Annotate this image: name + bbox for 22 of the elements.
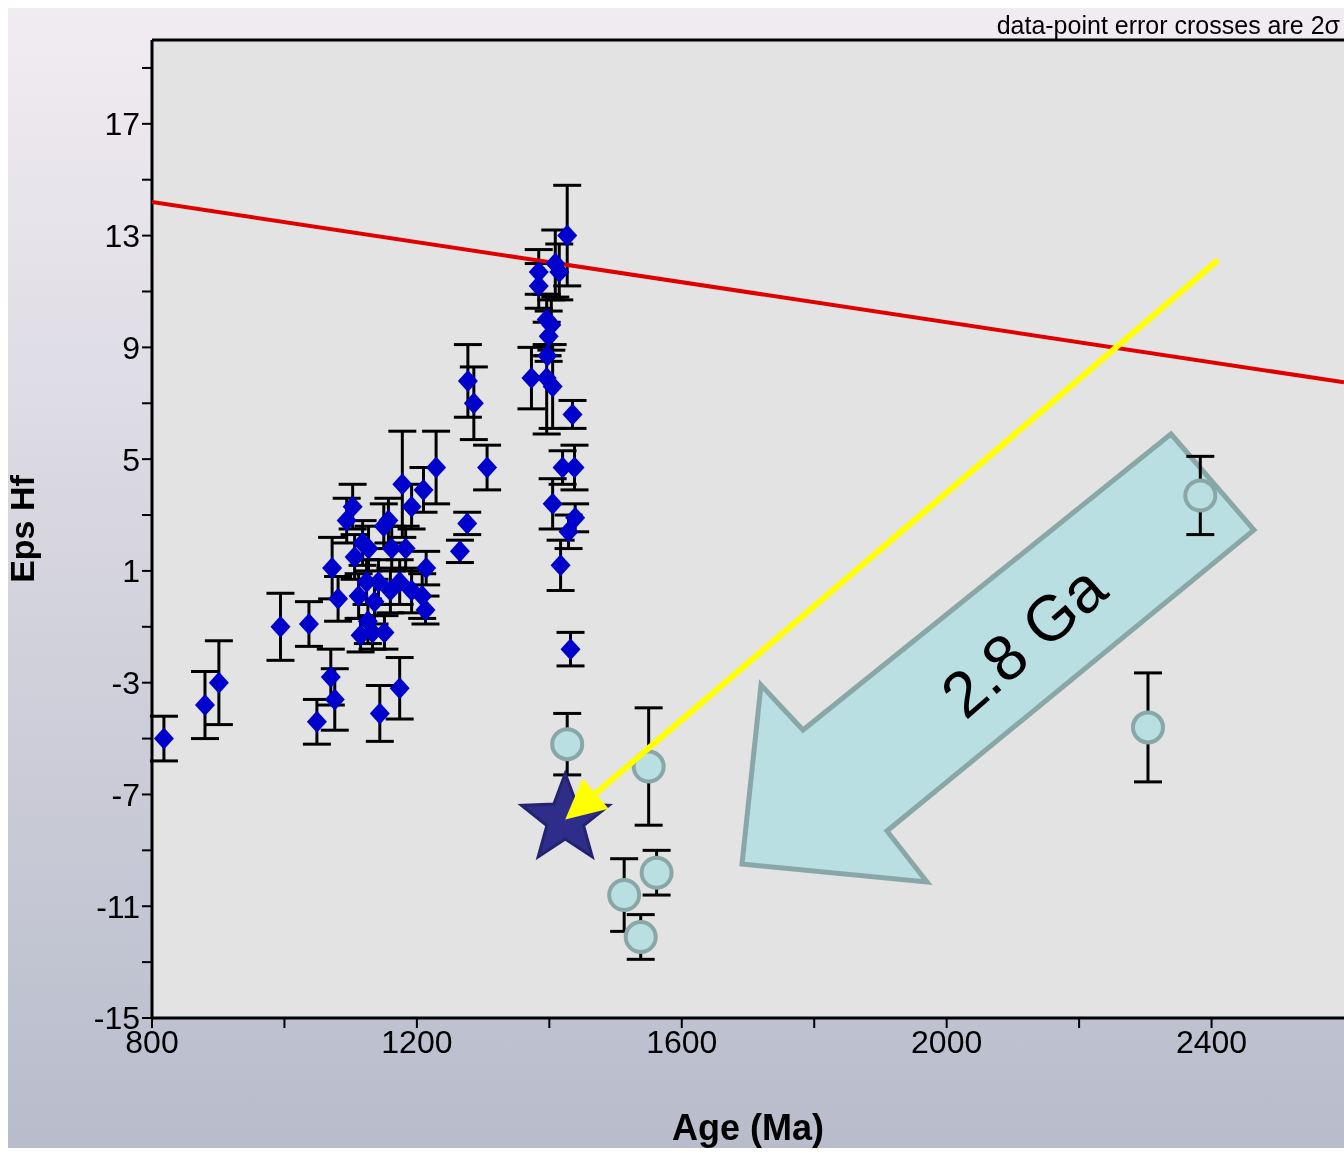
y-tick-label: 17	[104, 106, 140, 143]
y-tick-label: -3	[111, 665, 140, 702]
point	[623, 919, 658, 954]
point	[607, 878, 642, 913]
point	[1183, 478, 1218, 513]
y-axis-title: Eps Hf	[3, 474, 42, 583]
y-tick-label: -11	[96, 888, 140, 925]
x-tick-label: 2400	[1175, 1023, 1248, 1060]
y-tick-label: 9	[122, 329, 140, 366]
annotation: 2.8 Ga	[927, 550, 1120, 732]
y-tick-label: 5	[122, 441, 140, 478]
y-tick-label: -7	[111, 776, 140, 813]
point	[550, 727, 585, 762]
y-tick-label: 1	[122, 553, 140, 590]
point	[639, 855, 674, 890]
y-tick-label: 13	[104, 217, 140, 254]
text: data-point error crosses are 2σ	[996, 11, 1341, 39]
point	[1130, 710, 1165, 745]
x-tick-label: 2000	[911, 1023, 983, 1060]
x-tick-label: 1600	[646, 1023, 718, 1060]
x-axis-title: Age (Ma)	[672, 1107, 824, 1148]
x-tick-label: 1200	[381, 1023, 453, 1060]
